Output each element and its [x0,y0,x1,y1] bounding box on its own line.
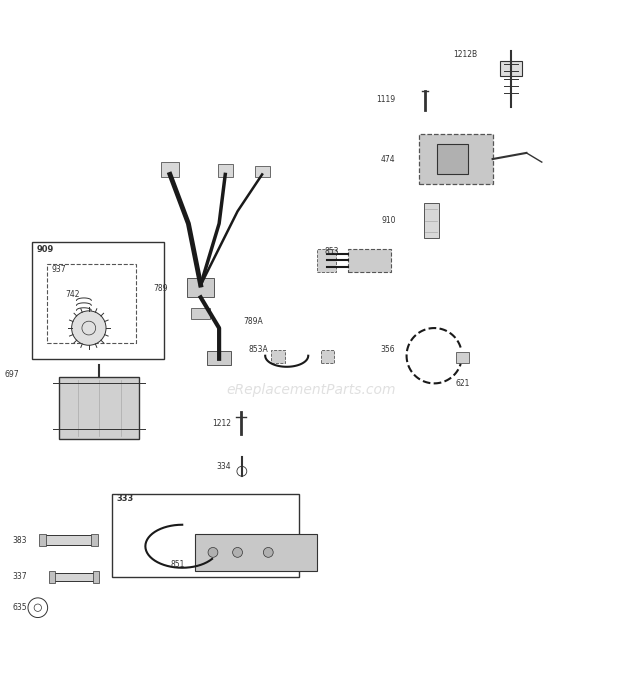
Text: 910: 910 [381,216,396,225]
Text: 851: 851 [171,560,185,569]
Text: 474: 474 [381,155,396,164]
Bar [44,535,93,545]
Text: eReplacementParts.com: eReplacementParts.com [226,383,396,396]
Bar [49,572,55,583]
Text: 333: 333 [117,494,134,503]
Text: 909: 909 [37,245,54,254]
Circle shape [232,547,242,557]
Bar [207,351,231,365]
Text: 1212B: 1212B [453,50,477,59]
Text: 697: 697 [5,369,19,378]
Bar [187,278,214,297]
Text: 789: 789 [154,283,168,292]
Bar [321,349,334,363]
Bar [53,572,96,581]
Bar [91,534,98,546]
Circle shape [208,547,218,557]
Text: 383: 383 [13,536,27,545]
Bar [39,534,46,546]
Text: 1119: 1119 [376,95,396,104]
Bar [348,249,391,272]
Bar [47,263,136,344]
Text: 742: 742 [66,290,80,299]
Bar [161,162,179,177]
Text: 337: 337 [13,572,27,581]
Text: 356: 356 [381,345,396,354]
Bar [272,349,285,363]
Bar [424,203,438,238]
Text: 789A: 789A [244,317,264,326]
Bar [218,164,232,177]
Text: 853: 853 [324,247,339,256]
Text: 937: 937 [52,265,66,274]
Bar [500,61,522,76]
Bar [192,308,210,319]
Bar [93,572,99,583]
Circle shape [264,547,273,557]
Circle shape [71,311,106,345]
Bar [456,352,469,363]
Bar [32,242,164,359]
Text: 1212: 1212 [213,419,231,428]
Bar [317,249,336,272]
Bar [195,534,317,571]
Bar [60,377,140,439]
Bar [419,134,493,184]
Bar [112,494,299,577]
Bar [437,143,468,175]
Bar [255,166,270,177]
Text: 635: 635 [13,603,27,612]
Text: 853A: 853A [249,345,268,354]
Text: 334: 334 [217,462,231,471]
Text: 621: 621 [456,379,470,388]
